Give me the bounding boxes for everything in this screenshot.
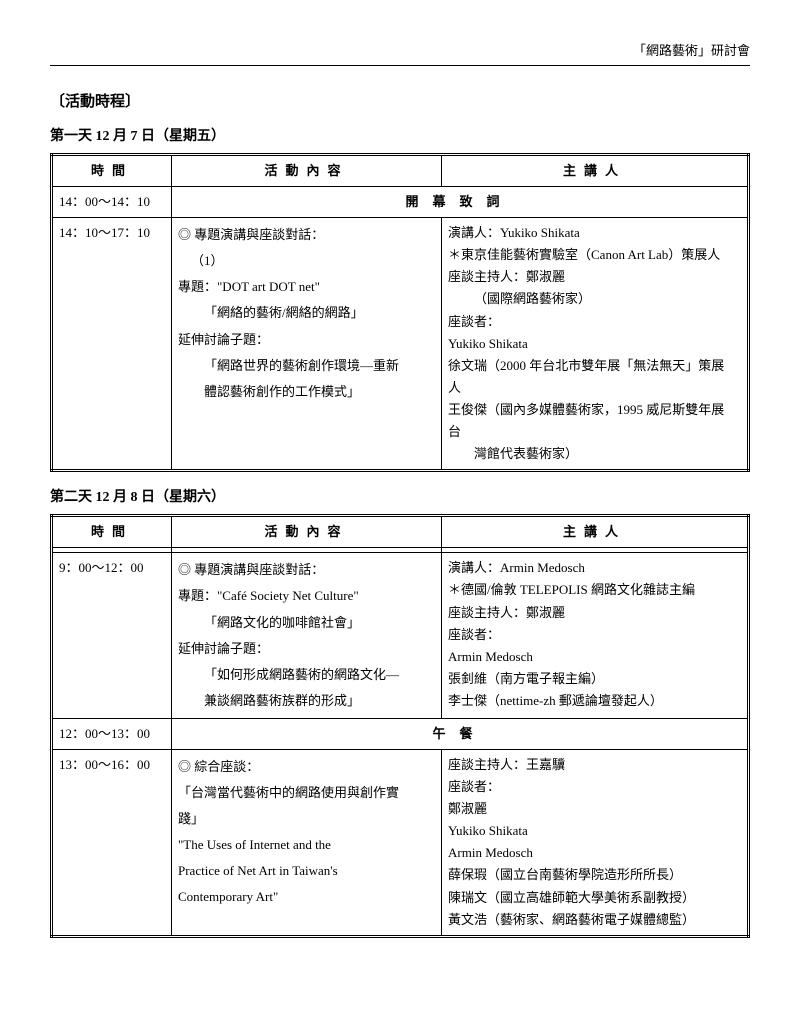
- time-cell: 12：00～13：00: [52, 718, 172, 749]
- speaker-line: 鄭淑麗: [448, 798, 741, 820]
- table-row: 14：00～14：10 開幕致詞: [52, 187, 749, 218]
- speaker-line: 人: [448, 377, 741, 399]
- day2-table: 時間 活動內容 主講人 9：00～12：00 ◎ 專題演講與座談對話： 專題："…: [50, 514, 750, 938]
- section-title: 〔活動時程〕: [50, 90, 750, 111]
- speaker-line: 張釗維（南方電子報主編）: [448, 668, 741, 690]
- col-content: 活動內容: [172, 155, 442, 187]
- speaker-line: 座談主持人：鄭淑麗: [448, 266, 741, 288]
- speaker-line: 陳瑞文（國立高雄師範大學美術系副教授）: [448, 887, 741, 909]
- speaker-line: 座談者：: [448, 624, 741, 646]
- content-line: 「網路世界的藝術創作環境—重新: [178, 353, 435, 379]
- content-line: 「網路文化的咖啡館社會」: [178, 610, 435, 636]
- speaker-line: （國際網路藝術家）: [448, 288, 741, 310]
- content-line: 延伸討論子題：: [178, 327, 435, 353]
- content-line: 專題："DOT art DOT net": [178, 274, 435, 300]
- table-row: 13：00～16：00 ◎ 綜合座談： 「台灣當代藝術中的網路使用與創作實 踐」…: [52, 749, 749, 936]
- content-line: 「網絡的藝術/網絡的網路」: [178, 300, 435, 326]
- content-cell: ◎ 綜合座談： 「台灣當代藝術中的網路使用與創作實 踐」 "The Uses o…: [172, 749, 442, 936]
- speaker-line: ＊東京佳能藝術實驗室（Canon Art Lab）策展人: [448, 244, 741, 266]
- speaker-line: 王俊傑（國內多媒體藝術家，1995 威尼斯雙年展: [448, 399, 741, 421]
- speaker-line: 演講人：Armin Medosch: [448, 557, 741, 579]
- table-header-row: 時間 活動內容 主講人: [52, 516, 749, 548]
- content-line: Practice of Net Art in Taiwan's: [178, 858, 435, 884]
- speaker-line: 灣館代表藝術家）: [448, 443, 741, 465]
- content-line: 體認藝術創作的工作模式」: [178, 379, 435, 405]
- time-cell: 14：10～17：10: [52, 218, 172, 471]
- speaker-line: 座談主持人：王嘉驥: [448, 754, 741, 776]
- table-row: 9：00～12：00 ◎ 專題演講與座談對話： 專題："Café Society…: [52, 553, 749, 719]
- content-line: ◎ 專題演講與座談對話：: [178, 557, 435, 583]
- speaker-cell: 座談主持人：王嘉驥 座談者： 鄭淑麗 Yukiko Shikata Armin …: [442, 749, 749, 936]
- speaker-line: Yukiko Shikata: [448, 820, 741, 842]
- col-speaker: 主講人: [442, 155, 749, 187]
- content-line: 延伸討論子題：: [178, 636, 435, 662]
- col-speaker: 主講人: [442, 516, 749, 548]
- speaker-line: 徐文瑞（2000 年台北市雙年展「無法無天」策展: [448, 355, 741, 377]
- speaker-line: Yukiko Shikata: [448, 333, 741, 355]
- content-line: 「台灣當代藝術中的網路使用與創作實: [178, 780, 435, 806]
- content-line: （1）: [178, 248, 435, 274]
- opening-ceremony: 開幕致詞: [172, 187, 749, 218]
- col-time: 時間: [52, 155, 172, 187]
- content-line: 踐」: [178, 806, 435, 832]
- speaker-line: Armin Medosch: [448, 646, 741, 668]
- speaker-line: 李士傑（nettime-zh 郵遞論壇發起人）: [448, 690, 741, 712]
- content-line: Contemporary Art": [178, 884, 435, 910]
- content-cell: ◎ 專題演講與座談對話： （1） 專題："DOT art DOT net" 「網…: [172, 218, 442, 471]
- time-cell: 14：00～14：10: [52, 187, 172, 218]
- table-row: 12：00～13：00 午餐: [52, 718, 749, 749]
- page-header: 「網路藝術」研討會: [50, 40, 750, 66]
- speaker-line: 座談者：: [448, 311, 741, 333]
- speaker-line: 台: [448, 421, 741, 443]
- day1-table: 時間 活動內容 主講人 14：00～14：10 開幕致詞 14：10～17：10…: [50, 153, 750, 472]
- content-line: ◎ 綜合座談：: [178, 754, 435, 780]
- content-line: ◎ 專題演講與座談對話：: [178, 222, 435, 248]
- time-cell: 13：00～16：00: [52, 749, 172, 936]
- col-time: 時間: [52, 516, 172, 548]
- lunch-break: 午餐: [172, 718, 749, 749]
- table-header-row: 時間 活動內容 主講人: [52, 155, 749, 187]
- content-line: 「如何形成網路藝術的網路文化—: [178, 662, 435, 688]
- speaker-line: ＊德國/倫敦 TELEPOLIS 網路文化雜誌主編: [448, 579, 741, 601]
- speaker-line: 座談主持人：鄭淑麗: [448, 602, 741, 624]
- col-content: 活動內容: [172, 516, 442, 548]
- day2-title: 第二天 12 月 8 日（星期六）: [50, 486, 750, 506]
- speaker-line: 演講人：Yukiko Shikata: [448, 222, 741, 244]
- content-line: "The Uses of Internet and the: [178, 832, 435, 858]
- table-row: 14：10～17：10 ◎ 專題演講與座談對話： （1） 專題："DOT art…: [52, 218, 749, 471]
- content-line: 專題："Café Society Net Culture": [178, 583, 435, 609]
- content-cell: ◎ 專題演講與座談對話： 專題："Café Society Net Cultur…: [172, 553, 442, 719]
- speaker-line: 座談者：: [448, 776, 741, 798]
- day1-title: 第一天 12 月 7 日（星期五）: [50, 125, 750, 145]
- content-line: 兼談網路藝術族群的形成」: [178, 688, 435, 714]
- time-cell: 9：00～12：00: [52, 553, 172, 719]
- speaker-cell: 演講人：Armin Medosch ＊德國/倫敦 TELEPOLIS 網路文化雜…: [442, 553, 749, 719]
- speaker-line: 黃文浩（藝術家、網路藝術電子媒體總監）: [448, 909, 741, 931]
- speaker-line: 薛保瑕（國立台南藝術學院造形所所長）: [448, 864, 741, 886]
- speaker-line: Armin Medosch: [448, 842, 741, 864]
- speaker-cell: 演講人：Yukiko Shikata ＊東京佳能藝術實驗室（Canon Art …: [442, 218, 749, 471]
